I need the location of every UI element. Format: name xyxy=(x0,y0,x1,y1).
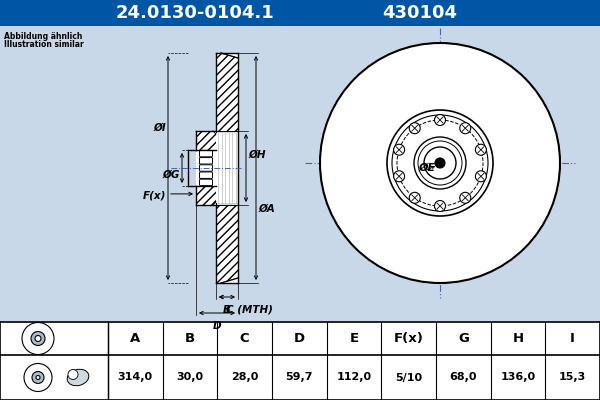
Bar xyxy=(196,131,216,150)
Text: 28,0: 28,0 xyxy=(231,372,259,382)
Circle shape xyxy=(424,147,456,179)
FancyBboxPatch shape xyxy=(199,158,212,164)
Circle shape xyxy=(68,370,78,380)
Polygon shape xyxy=(216,53,238,58)
Circle shape xyxy=(36,376,40,380)
Text: 68,0: 68,0 xyxy=(449,372,477,382)
Text: D: D xyxy=(212,321,221,331)
Bar xyxy=(0,26,600,322)
Text: A: A xyxy=(130,332,140,345)
Circle shape xyxy=(435,158,445,168)
Text: I: I xyxy=(570,332,575,345)
Text: ØI: ØI xyxy=(153,123,166,133)
FancyBboxPatch shape xyxy=(199,179,212,186)
Circle shape xyxy=(475,144,487,155)
Bar xyxy=(0,0,600,26)
Circle shape xyxy=(320,43,560,283)
Bar xyxy=(216,53,238,131)
Circle shape xyxy=(475,171,487,182)
Polygon shape xyxy=(213,202,216,205)
Text: 112,0: 112,0 xyxy=(337,372,371,382)
Circle shape xyxy=(24,364,52,392)
Text: F(x): F(x) xyxy=(143,191,166,201)
Text: ØH: ØH xyxy=(248,150,265,160)
Text: Abbildung ähnlich: Abbildung ähnlich xyxy=(4,32,82,41)
Circle shape xyxy=(32,372,44,384)
Text: C: C xyxy=(240,332,250,345)
Text: 59,7: 59,7 xyxy=(286,372,313,382)
Text: 5/10: 5/10 xyxy=(395,372,422,382)
Text: ØG: ØG xyxy=(163,170,180,180)
Text: 24.0130-0104.1: 24.0130-0104.1 xyxy=(116,4,274,22)
Text: G: G xyxy=(458,332,469,345)
Circle shape xyxy=(22,322,54,354)
Text: D: D xyxy=(294,332,305,345)
Circle shape xyxy=(31,332,45,346)
Circle shape xyxy=(414,137,466,189)
Text: B: B xyxy=(223,305,231,315)
Polygon shape xyxy=(216,278,238,283)
Circle shape xyxy=(434,114,445,126)
Bar xyxy=(0,322,600,400)
Bar xyxy=(216,205,238,283)
Text: C (MTH): C (MTH) xyxy=(226,304,273,314)
Text: H: H xyxy=(512,332,524,345)
Ellipse shape xyxy=(67,369,89,386)
Text: ØE: ØE xyxy=(419,163,436,173)
Bar xyxy=(196,150,216,186)
Text: Illustration similar: Illustration similar xyxy=(4,40,84,49)
FancyBboxPatch shape xyxy=(199,150,212,157)
Text: 15,3: 15,3 xyxy=(559,372,586,382)
Bar xyxy=(216,133,238,203)
Text: E: E xyxy=(349,332,359,345)
Text: B: B xyxy=(185,332,195,345)
Circle shape xyxy=(394,144,404,155)
Circle shape xyxy=(35,336,41,342)
Circle shape xyxy=(409,192,420,203)
Circle shape xyxy=(434,200,445,212)
Bar xyxy=(196,186,216,205)
Text: 314,0: 314,0 xyxy=(118,372,153,382)
Text: 136,0: 136,0 xyxy=(500,372,536,382)
Circle shape xyxy=(387,110,493,216)
FancyBboxPatch shape xyxy=(199,172,212,178)
Polygon shape xyxy=(213,131,216,134)
Circle shape xyxy=(460,192,471,203)
Text: F(x): F(x) xyxy=(394,332,424,345)
FancyBboxPatch shape xyxy=(199,165,212,171)
Text: ØA: ØA xyxy=(258,203,275,213)
Circle shape xyxy=(409,123,420,134)
Text: 430104: 430104 xyxy=(383,4,458,22)
Circle shape xyxy=(460,123,471,134)
Circle shape xyxy=(394,171,404,182)
Text: 30,0: 30,0 xyxy=(176,372,203,382)
